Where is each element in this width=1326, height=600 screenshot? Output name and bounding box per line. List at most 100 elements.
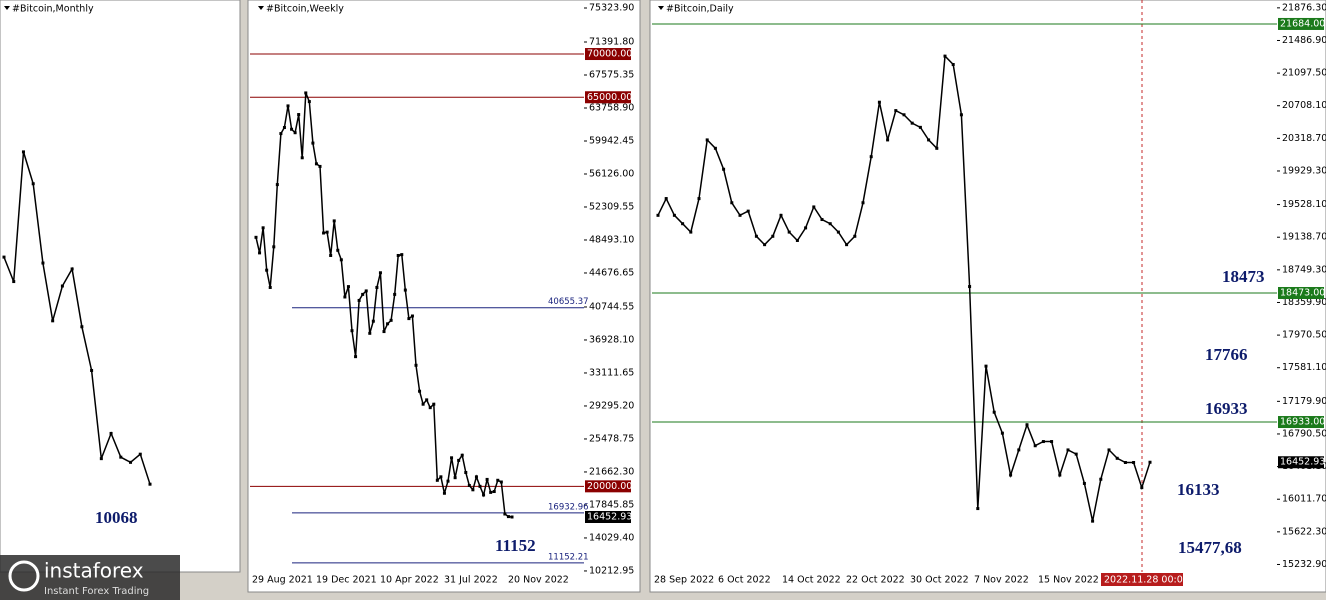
close-mark (290, 127, 294, 131)
close-mark (279, 132, 283, 136)
y-tick-label: 48493.10 (589, 234, 634, 245)
panel-daily (649, 0, 1326, 593)
close-mark (820, 218, 824, 222)
close-mark (1000, 431, 1004, 435)
y-tick-label: 56126.00 (589, 168, 634, 179)
cursor-date-box (1101, 573, 1183, 586)
close-mark (300, 156, 304, 160)
logo-icon (8, 560, 40, 592)
close-mark (730, 201, 734, 205)
close-mark (307, 100, 311, 104)
close-mark (927, 138, 931, 142)
close-mark (450, 456, 454, 460)
close-mark (1132, 460, 1136, 464)
y-tick-label: 19528.10 (1282, 199, 1326, 210)
close-mark (400, 253, 404, 257)
close-mark (51, 319, 55, 323)
close-mark (976, 507, 980, 511)
y-tick-label: 59942.45 (589, 135, 634, 146)
close-mark (877, 100, 881, 104)
close-mark (869, 155, 873, 159)
y-tick-label: 18359.90 (1282, 297, 1326, 308)
close-mark (322, 231, 326, 235)
close-mark (386, 322, 390, 326)
annotation: 10068 (95, 508, 138, 527)
close-mark (432, 402, 436, 406)
close-mark (1025, 423, 1029, 427)
close-mark (414, 363, 418, 367)
y-tick-label: 15622.30 (1282, 526, 1326, 537)
level-tag (1278, 416, 1324, 429)
close-mark (861, 201, 865, 205)
title-marker (258, 6, 264, 10)
close-mark (129, 460, 133, 464)
y-tick-label: 21097.50 (1282, 68, 1326, 79)
close-mark (506, 515, 510, 519)
close-mark (418, 389, 422, 393)
close-mark (282, 126, 286, 130)
y-tick-label: 14029.40 (589, 532, 634, 543)
close-mark (959, 113, 963, 117)
y-tick-label: 17970.50 (1282, 330, 1326, 341)
y-tick-label: 21662.30 (589, 466, 634, 477)
close-mark (464, 471, 468, 475)
close-mark (339, 258, 343, 262)
y-tick-label: 75323.90 (589, 2, 634, 13)
close-mark (343, 295, 347, 299)
x-tick-label: 19 Dec 2021 (316, 575, 377, 586)
close-mark (918, 125, 922, 129)
close-mark (894, 109, 898, 113)
close-mark (428, 406, 432, 410)
close-mark (460, 453, 464, 457)
close-mark (492, 490, 496, 494)
close-mark (457, 458, 461, 462)
close-mark (787, 230, 791, 234)
close-mark (886, 138, 890, 142)
close-mark (722, 167, 726, 171)
close-mark (984, 364, 988, 368)
close-mark (12, 280, 16, 284)
close-mark (1115, 456, 1119, 460)
y-tick-label: 15232.90 (1282, 559, 1326, 570)
level-tag (585, 480, 631, 493)
close-mark (689, 230, 693, 234)
close-mark (1058, 473, 1062, 477)
close-mark (902, 113, 906, 117)
close-mark (99, 457, 103, 461)
level-tag (1278, 286, 1324, 299)
close-mark (368, 331, 372, 335)
close-mark (2, 255, 6, 259)
close-mark (951, 63, 955, 67)
close-mark (119, 455, 123, 459)
annotation: 15477,68 (1178, 538, 1242, 557)
cursor-date: 2022.11.28 00:00 (1104, 575, 1189, 586)
x-tick-label: 15 Nov 2022 (1038, 575, 1099, 586)
close-mark (968, 285, 972, 289)
close-mark (90, 368, 94, 372)
close-mark (31, 182, 35, 186)
close-mark (336, 248, 340, 252)
close-mark (261, 226, 265, 230)
y-tick-label: 44676.65 (589, 267, 634, 278)
close-mark (478, 484, 482, 488)
panel-monthly (0, 0, 241, 573)
close-mark (407, 317, 411, 321)
y-tick-label: 16790.50 (1282, 428, 1326, 439)
close-mark (350, 329, 354, 333)
close-mark (371, 319, 375, 323)
close-mark (779, 213, 783, 217)
panel-title: #Bitcoin,Daily (666, 4, 734, 15)
close-mark (485, 477, 489, 481)
close-mark (1140, 486, 1144, 490)
y-tick-label: 52309.55 (589, 201, 634, 212)
y-tick-label: 19929.30 (1282, 165, 1326, 176)
close-mark (453, 476, 457, 480)
close-mark (382, 330, 386, 334)
close-mark (697, 197, 701, 201)
close-mark (293, 131, 297, 135)
close-mark (1041, 440, 1045, 444)
level-label: 11152.21 (548, 552, 589, 562)
close-mark (265, 268, 269, 272)
price-line (3, 151, 151, 485)
close-mark (845, 243, 849, 247)
